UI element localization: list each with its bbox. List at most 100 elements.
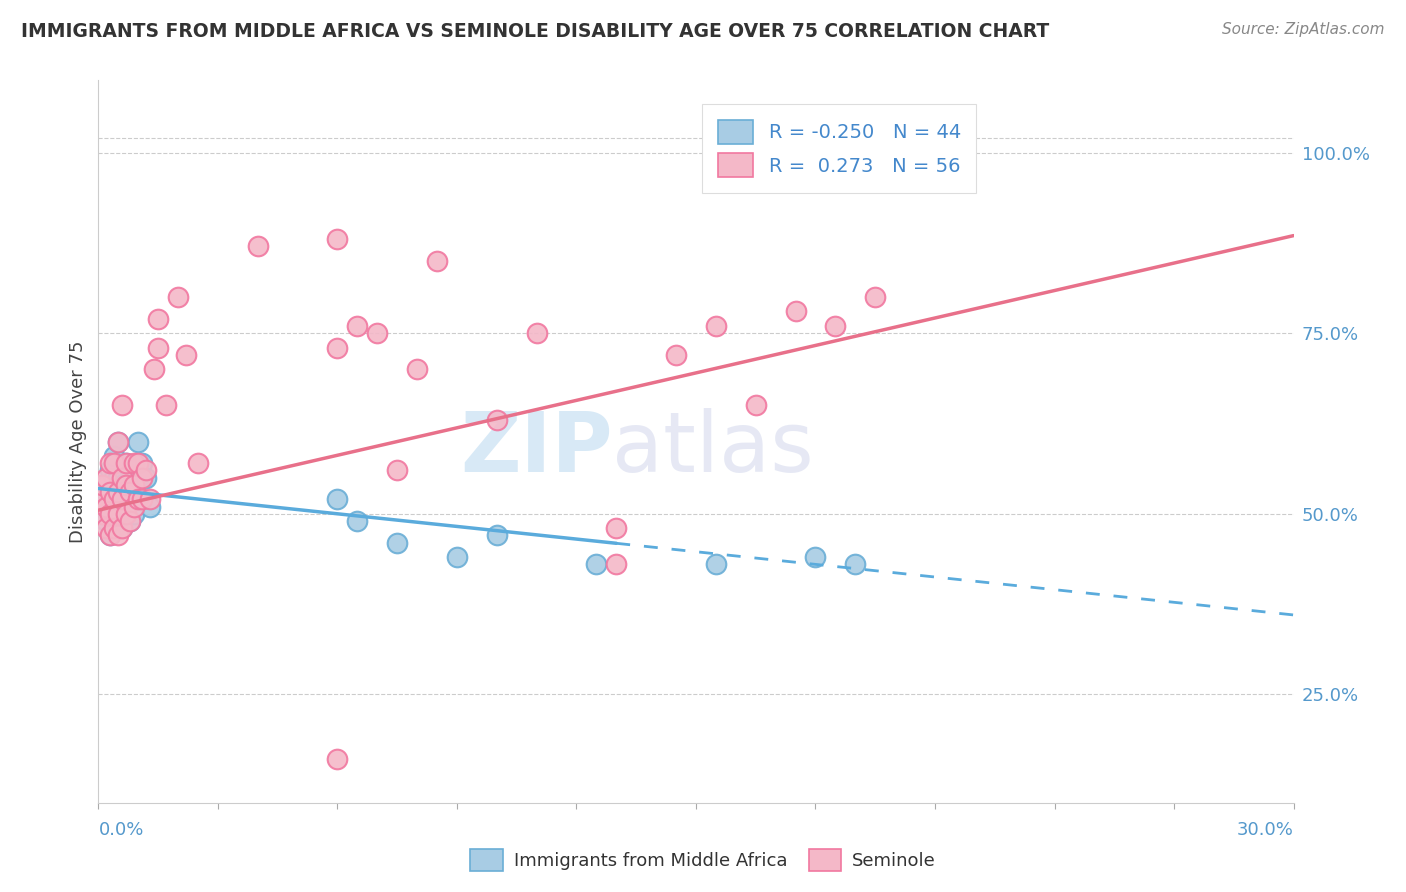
Point [107,434,129,449]
Point [844,558,866,572]
Point [115,507,138,521]
Point [115,507,138,521]
Point [124,478,146,492]
Point [366,326,388,340]
Point [98,485,122,500]
Point [91,507,114,521]
Point [605,558,627,572]
Point [98,528,122,542]
Point [115,485,138,500]
Legend: Immigrants from Middle Africa, Seminole: Immigrants from Middle Africa, Seminole [463,842,943,879]
Point [98,507,122,521]
Point [824,318,846,333]
Point [98,485,122,500]
Point [103,456,125,470]
Point [139,500,162,514]
Point [96,500,118,514]
Point [111,478,134,492]
Point [127,492,149,507]
Point [111,521,134,535]
Point [91,492,114,507]
Point [120,463,142,477]
Text: 0.0%: 0.0% [98,821,143,838]
Point [98,528,122,542]
Point [326,341,349,355]
Point [385,463,409,477]
Point [124,456,146,470]
Text: ZIP: ZIP [460,409,613,490]
Point [103,449,125,463]
Point [804,550,827,565]
Point [127,456,149,470]
Point [131,492,153,507]
Text: Source: ZipAtlas.com: Source: ZipAtlas.com [1222,22,1385,37]
Point [326,232,349,246]
Point [107,507,129,521]
Point [111,500,134,514]
Point [120,485,142,500]
Legend: R = -0.250   N = 44, R =  0.273   N = 56: R = -0.250 N = 44, R = 0.273 N = 56 [703,104,976,193]
Point [107,434,129,449]
Point [187,456,209,470]
Point [103,521,125,535]
Point [107,485,129,500]
Point [111,492,134,507]
Point [120,492,142,507]
Point [111,398,134,412]
Point [103,492,125,507]
Point [91,492,114,507]
Point [103,492,125,507]
Point [127,470,149,484]
Point [127,434,149,449]
Point [96,514,118,528]
Point [155,398,177,412]
Point [115,456,138,470]
Point [124,478,146,492]
Point [115,456,138,470]
Point [346,514,368,528]
Point [107,528,129,542]
Point [96,478,118,492]
Point [174,348,197,362]
Point [446,550,468,565]
Point [107,507,129,521]
Point [246,239,269,253]
Point [107,470,129,484]
Point [605,521,627,535]
Text: IMMIGRANTS FROM MIDDLE AFRICA VS SEMINOLE DISABILITY AGE OVER 75 CORRELATION CHA: IMMIGRANTS FROM MIDDLE AFRICA VS SEMINOL… [21,22,1049,41]
Point [131,456,153,470]
Point [111,470,134,484]
Point [326,492,349,507]
Point [91,478,114,492]
Point [120,514,142,528]
Point [148,311,170,326]
Point [385,535,409,549]
Point [131,470,153,484]
Point [785,304,807,318]
Point [124,507,146,521]
Point [96,470,118,484]
Point [103,470,125,484]
Point [143,362,166,376]
Point [98,507,122,521]
Text: 30.0%: 30.0% [1237,821,1294,838]
Point [120,514,142,528]
Point [91,507,114,521]
Point [96,500,118,514]
Point [665,348,688,362]
Point [124,500,146,514]
Point [865,290,887,304]
Point [167,290,190,304]
Point [107,492,129,507]
Point [98,463,122,477]
Point [135,470,157,484]
Point [115,478,138,492]
Point [326,752,349,766]
Point [139,492,162,507]
Point [704,558,727,572]
Y-axis label: Disability Age Over 75: Disability Age Over 75 [69,340,87,543]
Point [745,398,768,412]
Point [526,326,548,340]
Point [346,318,368,333]
Text: atlas: atlas [613,409,814,490]
